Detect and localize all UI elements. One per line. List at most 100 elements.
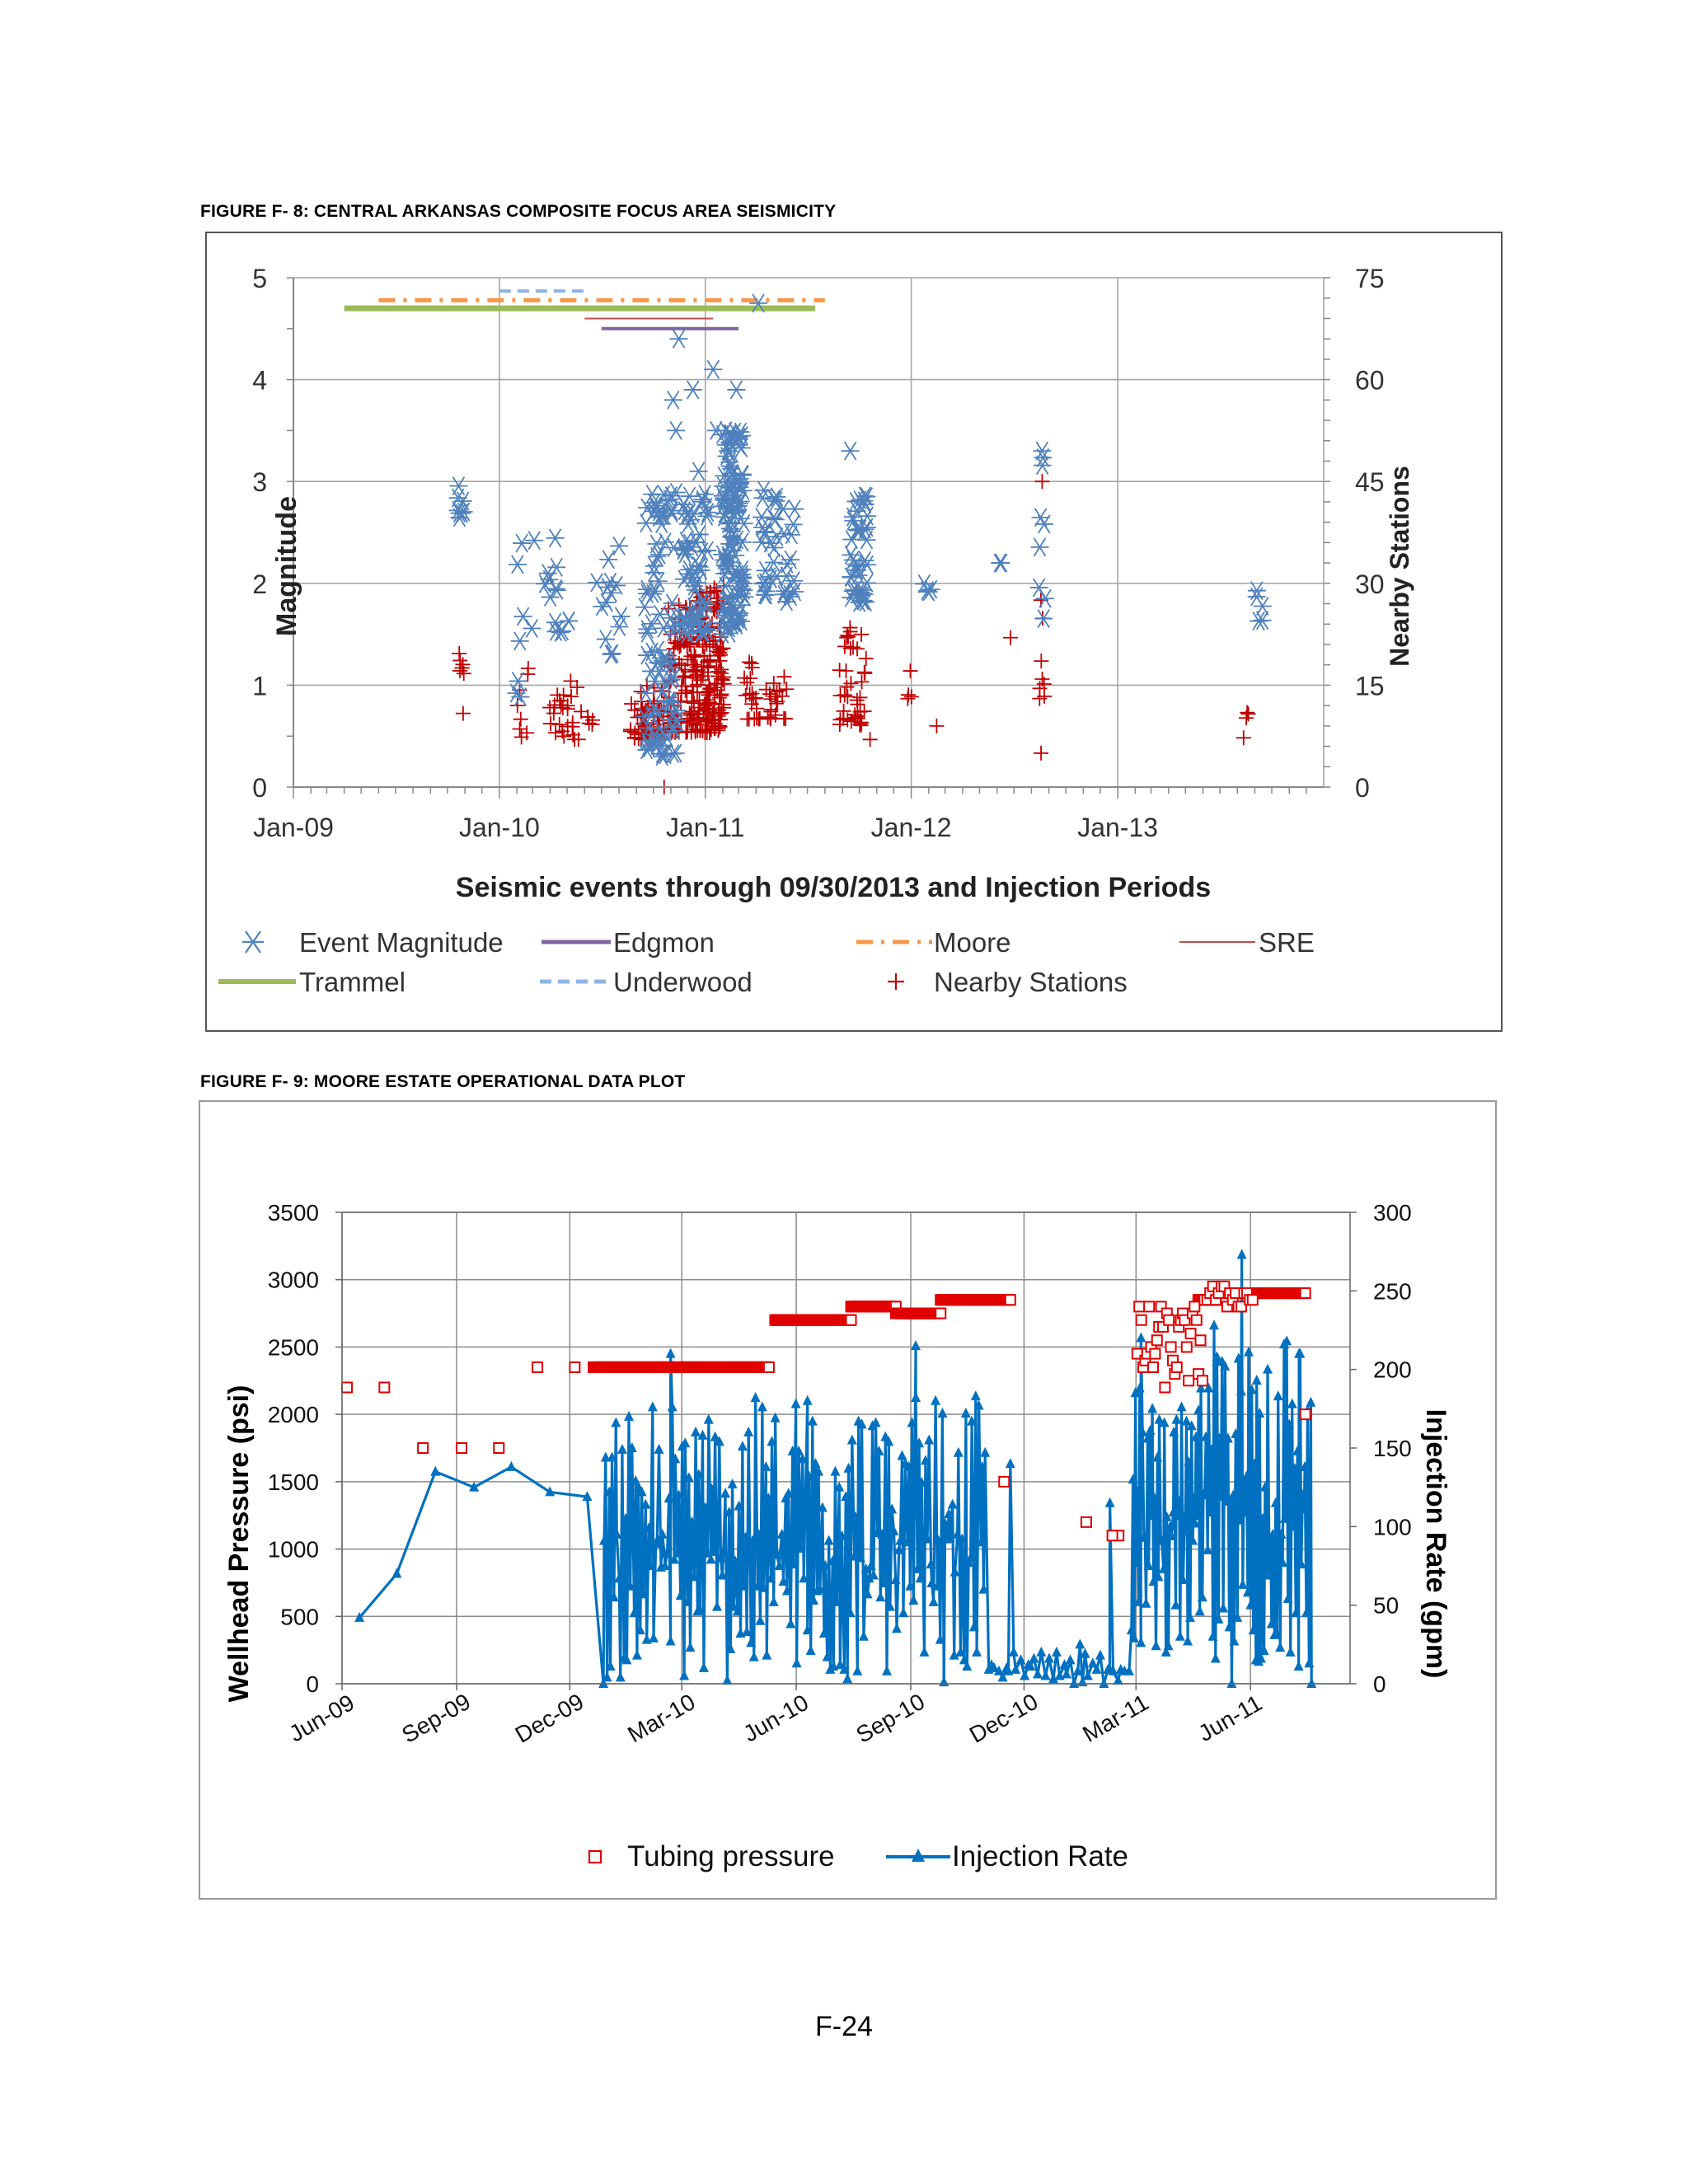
- magnitude-point: [650, 604, 669, 624]
- injection-rate-point: [804, 1470, 814, 1481]
- injection-rate-point: [960, 1408, 971, 1418]
- magnitude-point: [598, 593, 617, 612]
- injection-rate-point: [839, 1663, 850, 1674]
- magnitude-point: [599, 550, 618, 569]
- station-point: [1240, 706, 1256, 722]
- injection-rate-point: [980, 1446, 991, 1457]
- tubing-pressure-point: [1180, 1341, 1193, 1353]
- station-point: [776, 710, 792, 726]
- magnitude-point: [638, 623, 657, 643]
- injection-rate-point: [1180, 1508, 1191, 1519]
- injection-rate-point: [1032, 1668, 1043, 1679]
- injection-rate-point: [1156, 1535, 1167, 1545]
- injection-rate-point: [933, 1535, 944, 1545]
- station-point: [1240, 705, 1255, 720]
- tubing-pressure-point: [1194, 1334, 1207, 1347]
- injection-rate-point: [1029, 1652, 1039, 1663]
- injection-rate-point: [1243, 1346, 1254, 1357]
- injection-rate-point: [1259, 1481, 1270, 1492]
- injection-rate-point: [810, 1458, 821, 1469]
- magnitude-point: [731, 509, 750, 528]
- injection-rate-point: [675, 1590, 686, 1601]
- injection-rate-point: [648, 1632, 659, 1643]
- injection-rate-point: [940, 1517, 950, 1528]
- injection-rate-point: [882, 1665, 893, 1675]
- injection-rate-point: [698, 1661, 709, 1672]
- magnitude-point: [636, 683, 655, 703]
- station-point: [850, 641, 865, 657]
- tubing-pressure-point: [1146, 1361, 1159, 1373]
- magnitude-point: [921, 579, 940, 599]
- tubing-pressure-point: [1196, 1375, 1208, 1387]
- injection-rate-point: [1237, 1578, 1248, 1589]
- magnitude-point: [649, 661, 668, 681]
- magnitude-point: [638, 619, 657, 639]
- injection-rate-point: [865, 1560, 876, 1570]
- magnitude-point: [649, 545, 668, 565]
- injection-rate-point: [582, 1491, 593, 1502]
- station-point: [684, 693, 700, 709]
- tubing-pressure-point: [569, 1361, 581, 1373]
- station-point: [703, 713, 719, 729]
- injection-rate-point: [970, 1390, 981, 1401]
- injection-rate-point: [1296, 1558, 1306, 1569]
- chart2-y-tick-label: 1000: [268, 1537, 319, 1563]
- station-point: [776, 669, 792, 685]
- chart1-axes: 0 0 1 15 2 30 3 45 4 60 5 75 Jan-09 Jan-10 Jan-11 Jan-1…: [252, 264, 1384, 842]
- magnitude-point: [756, 573, 775, 593]
- tubing-pressure-point: [845, 1314, 857, 1326]
- magnitude-point: [541, 588, 560, 607]
- injection-rate-point: [1189, 1493, 1199, 1503]
- seismicity-chart-frame: 0 0 1 15 2 30 3 45 4 60 5 75 Jan-09 Jan-10 Jan-11 Jan-1…: [205, 232, 1503, 1032]
- station-point: [714, 671, 729, 687]
- injection-rate-point: [1178, 1574, 1189, 1585]
- station-point: [766, 675, 781, 691]
- injection-rate-point: [890, 1574, 901, 1585]
- injection-rate-point: [1201, 1431, 1212, 1441]
- injection-rate-point: [997, 1671, 1008, 1682]
- tubing-pressure-point: [1163, 1314, 1175, 1326]
- injection-rate-point: [842, 1673, 853, 1684]
- injection-rate-point: [1207, 1443, 1217, 1454]
- injection-rate-point: [545, 1486, 556, 1497]
- magnitude-point: [663, 593, 682, 613]
- injection-rate-point: [1216, 1491, 1226, 1502]
- injection-rate-point: [1134, 1382, 1145, 1393]
- magnitude-point: [753, 532, 771, 552]
- injection-rate-point: [700, 1502, 710, 1512]
- injection-rate-point: [837, 1530, 847, 1540]
- station-point: [744, 660, 760, 676]
- injection-rate-point: [884, 1601, 895, 1611]
- station-point: [1003, 630, 1019, 645]
- injection-rate-point: [841, 1491, 851, 1502]
- injection-rate-point: [953, 1446, 964, 1457]
- injection-rate-point: [1255, 1652, 1266, 1663]
- injection-rate-point: [1099, 1678, 1109, 1688]
- injection-rate-point: [763, 1493, 774, 1503]
- chart1-y2-tick-label: 30: [1355, 569, 1385, 599]
- station-point: [570, 732, 586, 748]
- legend-marker-triangle: [912, 1849, 925, 1862]
- station-point: [903, 689, 919, 705]
- station-point: [839, 628, 855, 644]
- injection-rate-point: [939, 1676, 950, 1687]
- station-point: [862, 732, 878, 748]
- injection-rate-point: [623, 1410, 634, 1421]
- magnitude-point: [538, 564, 557, 583]
- magnitude-point: [767, 491, 785, 511]
- injection-rate-point: [614, 1572, 625, 1583]
- injection-rate-point: [915, 1572, 926, 1583]
- injection-rate-point: [762, 1649, 772, 1660]
- figure-9-caption: FIGURE F- 9: MOORE ESTATE OPERATIONAL DA…: [200, 1072, 686, 1091]
- chart2-y-axis-label: Wellhead Pressure (psi): [223, 1385, 255, 1703]
- injection-rate-point: [1205, 1507, 1216, 1517]
- station-point: [840, 689, 856, 705]
- station-point: [679, 715, 695, 731]
- injection-rate-point: [1265, 1536, 1276, 1547]
- page-number: F-24: [815, 2011, 873, 2042]
- injection-rate-point: [778, 1576, 789, 1586]
- station-point: [836, 703, 851, 719]
- injection-rate-point: [1131, 1557, 1142, 1568]
- legend-sre: SRE: [1179, 927, 1315, 958]
- injection-rate-point: [864, 1572, 874, 1583]
